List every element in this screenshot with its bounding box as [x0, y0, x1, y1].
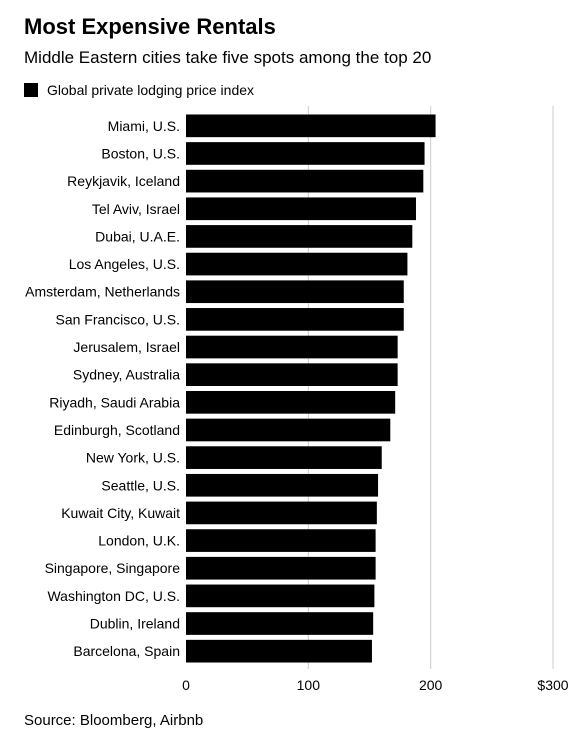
- category-label: Miami, U.S.: [108, 118, 180, 134]
- category-label: Tel Aviv, Israel: [92, 201, 180, 217]
- category-label: Singapore, Singapore: [45, 560, 181, 576]
- bar: [186, 142, 425, 165]
- category-label: Sydney, Australia: [73, 367, 180, 383]
- chart-legend: Global private lodging price index: [24, 82, 254, 98]
- bar: [186, 308, 404, 331]
- category-label: Barcelona, Spain: [73, 643, 180, 659]
- category-label: Seattle, U.S.: [101, 477, 180, 493]
- bar: [186, 473, 379, 497]
- x-tick-label: 0: [182, 677, 190, 693]
- bar: [186, 197, 416, 221]
- category-label: Reykjavik, Iceland: [67, 173, 180, 189]
- chart-subtitle: Middle Eastern cities take five spots am…: [24, 48, 432, 67]
- category-label: Riyadh, Saudi Arabia: [49, 394, 180, 410]
- legend-label: Global private lodging price index: [47, 82, 255, 98]
- category-label: San Francisco, U.S.: [56, 311, 181, 327]
- category-label: New York, U.S.: [86, 450, 180, 466]
- category-label: Washington DC, U.S.: [47, 588, 180, 604]
- category-label: Jerusalem, Israel: [73, 339, 180, 355]
- bar: [186, 390, 396, 414]
- bar: [186, 556, 376, 580]
- category-label: Dublin, Ireland: [90, 616, 180, 632]
- bar: [186, 639, 372, 663]
- bar: [186, 529, 376, 552]
- bar: [186, 612, 374, 635]
- x-tick-label: 100: [297, 677, 321, 693]
- category-label: Boston, U.S.: [101, 145, 180, 161]
- bar: [186, 501, 377, 525]
- bar: [186, 252, 408, 276]
- bar: [186, 446, 382, 469]
- category-label: Edinburgh, Scotland: [54, 422, 180, 438]
- category-label: Los Angeles, U.S.: [69, 256, 180, 272]
- category-label: Amsterdam, Netherlands: [25, 284, 180, 300]
- category-label: London, U.K.: [98, 533, 180, 549]
- chart-title: Most Expensive Rentals: [24, 14, 276, 39]
- bar: [186, 114, 436, 138]
- x-tick-label: $300: [537, 677, 568, 693]
- legend-swatch: [24, 83, 38, 97]
- bar: [186, 418, 391, 442]
- bar: [186, 363, 398, 387]
- bar: [186, 169, 424, 193]
- bar: [186, 225, 413, 248]
- category-label: Kuwait City, Kuwait: [61, 505, 180, 521]
- category-label: Dubai, U.A.E.: [95, 228, 180, 244]
- bar: [186, 584, 375, 608]
- source-note: Source: Bloomberg, Airbnb: [24, 712, 204, 729]
- bar: [186, 335, 398, 359]
- x-tick-label: 200: [419, 677, 443, 693]
- bar: [186, 280, 404, 304]
